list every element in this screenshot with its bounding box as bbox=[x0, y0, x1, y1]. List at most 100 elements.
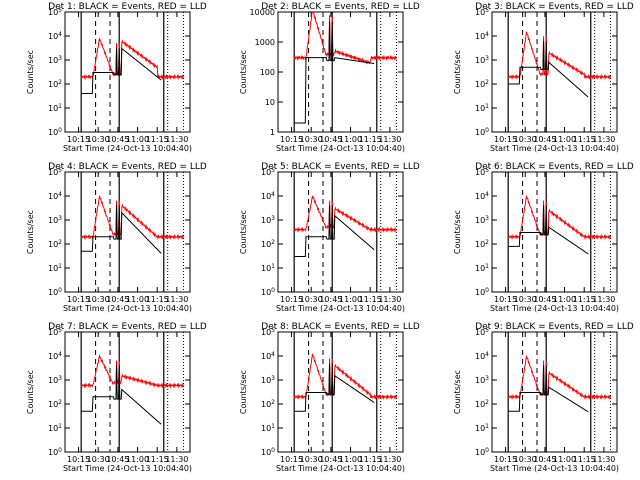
det1-ytick-label: 104 bbox=[48, 31, 62, 41]
det5-xtick-label: 11:30 bbox=[378, 295, 401, 304]
det7-ytick-label: 104 bbox=[48, 351, 62, 361]
det2-ytick-label: 10 bbox=[265, 98, 275, 107]
det1-xtick-label: 11:30 bbox=[165, 135, 188, 144]
det9-ytick-label: 100 bbox=[475, 447, 489, 457]
det8-plot-frame bbox=[277, 331, 404, 453]
det5-plot-frame bbox=[277, 171, 404, 293]
det9-events-series-line bbox=[508, 365, 589, 413]
det5-xtick-label: 10:15 bbox=[280, 295, 303, 304]
det6-plot-frame bbox=[491, 171, 618, 293]
det8-ytick-label: 100 bbox=[261, 447, 275, 457]
det4-title: Det 4: BLACK = Events, RED = LLD bbox=[48, 162, 207, 172]
det3-xtick-label: 11:15 bbox=[573, 135, 596, 144]
det2-xtick-label: 10:15 bbox=[280, 135, 303, 144]
det2-xtick-label: 10:45 bbox=[319, 135, 342, 144]
det5-ytick-label: 102 bbox=[261, 239, 275, 249]
det5-xlabel: Start Time (24-Oct-13 10:04:40) bbox=[276, 304, 405, 313]
det2-title: Det 2: BLACK = Events, RED = LLD bbox=[261, 2, 420, 12]
det9-xtick-label: 10:45 bbox=[533, 455, 556, 464]
det5-ytick-label: 104 bbox=[261, 191, 275, 201]
det3-ytick-label: 100 bbox=[475, 127, 489, 137]
det2-lld-series-line bbox=[293, 12, 397, 65]
det8-ylabel: Counts/sec bbox=[239, 370, 248, 414]
det1-lld-series-line bbox=[80, 38, 184, 80]
det8-ytick-label: 105 bbox=[261, 327, 275, 337]
det9-title: Det 9: BLACK = Events, RED = LLD bbox=[475, 322, 634, 332]
det9-xtick-label: 10:15 bbox=[494, 455, 517, 464]
det5-xtick-label: 10:30 bbox=[300, 295, 323, 304]
det7-xtick-label: 10:30 bbox=[87, 455, 110, 464]
det2-xlabel: Start Time (24-Oct-13 10:04:40) bbox=[276, 144, 405, 153]
det8-xtick-label: 11:30 bbox=[378, 455, 401, 464]
det6-ylabel: Counts/sec bbox=[453, 210, 462, 254]
det7-ytick-label: 103 bbox=[48, 375, 62, 385]
det6-xlabel: Start Time (24-Oct-13 10:04:40) bbox=[490, 304, 619, 313]
det2-events-series-line bbox=[294, 21, 375, 124]
det5-ytick-label: 101 bbox=[261, 263, 275, 273]
det4-xlabel: Start Time (24-Oct-13 10:04:40) bbox=[63, 304, 192, 313]
det1-xtick-label: 10:45 bbox=[106, 135, 129, 144]
det4-xtick-label: 10:15 bbox=[67, 295, 90, 304]
det3-xtick-label: 11:00 bbox=[553, 135, 576, 144]
det3-plot-area bbox=[507, 12, 611, 132]
det3-ylabel: Counts/sec bbox=[453, 50, 462, 94]
det7-ytick-label: 100 bbox=[48, 447, 62, 457]
det6-xtick-label: 10:15 bbox=[494, 295, 517, 304]
det4-ytick-label: 105 bbox=[48, 167, 62, 177]
det6-ytick-label: 100 bbox=[475, 287, 489, 297]
det7-ytick-label: 102 bbox=[48, 399, 62, 409]
det3-plot-frame bbox=[491, 11, 618, 133]
det7-ylabel: Counts/sec bbox=[26, 370, 35, 414]
det9-xtick-label: 11:00 bbox=[553, 455, 576, 464]
det4-xtick-label: 11:00 bbox=[126, 295, 149, 304]
det7-title: Det 7: BLACK = Events, RED = LLD bbox=[48, 322, 207, 332]
det4-ylabel: Counts/sec bbox=[26, 210, 35, 254]
det6-xtick-label: 10:45 bbox=[533, 295, 556, 304]
det8-title: Det 8: BLACK = Events, RED = LLD bbox=[261, 322, 420, 332]
det9-ylabel: Counts/sec bbox=[453, 370, 462, 414]
det5-ytick-label: 103 bbox=[261, 215, 275, 225]
det8-ytick-label: 101 bbox=[261, 423, 275, 433]
det3-xtick-label: 10:15 bbox=[494, 135, 517, 144]
det7-xtick-label: 10:45 bbox=[106, 455, 129, 464]
det8-xtick-label: 10:30 bbox=[300, 455, 323, 464]
det5-xtick-label: 11:00 bbox=[339, 295, 362, 304]
det5-ytick-label: 105 bbox=[261, 167, 275, 177]
det4-ytick-label: 101 bbox=[48, 263, 62, 273]
det9-plot-area bbox=[507, 332, 611, 452]
det8-xtick-label: 11:15 bbox=[359, 455, 382, 464]
det7-xtick-label: 10:15 bbox=[67, 455, 90, 464]
det1-xtick-label: 11:15 bbox=[146, 135, 169, 144]
det5-xtick-label: 11:15 bbox=[359, 295, 382, 304]
det9-xtick-label: 11:15 bbox=[573, 455, 596, 464]
det6-plot-area bbox=[507, 172, 611, 292]
det8-events-series-line bbox=[294, 363, 375, 412]
det9-xlabel: Start Time (24-Oct-13 10:04:40) bbox=[490, 464, 619, 473]
det6-title: Det 6: BLACK = Events, RED = LLD bbox=[475, 162, 634, 172]
det3-events-series-line bbox=[508, 41, 589, 98]
det7-events-series-line bbox=[81, 365, 162, 425]
det1-xtick-label: 10:30 bbox=[87, 135, 110, 144]
det1-events-series-line bbox=[81, 47, 162, 95]
det9-lld-series-line bbox=[507, 355, 611, 400]
det4-xtick-label: 11:15 bbox=[146, 295, 169, 304]
det9-ytick-label: 104 bbox=[475, 351, 489, 361]
det3-ytick-label: 101 bbox=[475, 103, 489, 113]
det3-ytick-label: 105 bbox=[475, 7, 489, 17]
det4-ytick-label: 103 bbox=[48, 215, 62, 225]
det3-lld-series-line bbox=[507, 31, 611, 80]
det3-ytick-label: 104 bbox=[475, 31, 489, 41]
det9-ytick-label: 105 bbox=[475, 327, 489, 337]
det7-ytick-label: 105 bbox=[48, 327, 62, 337]
det6-xtick-label: 11:15 bbox=[573, 295, 596, 304]
det7-ytick-label: 101 bbox=[48, 423, 62, 433]
det4-events-series-line bbox=[81, 205, 162, 254]
det2-ytick-label: 100 bbox=[260, 68, 275, 77]
det2-plot-frame bbox=[277, 11, 404, 133]
det7-plot-area bbox=[80, 332, 184, 452]
det1-ytick-label: 101 bbox=[48, 103, 62, 113]
det1-ytick-label: 100 bbox=[48, 127, 62, 137]
det2-ytick-label: 1 bbox=[270, 128, 275, 137]
det3-xtick-label: 11:30 bbox=[592, 135, 615, 144]
